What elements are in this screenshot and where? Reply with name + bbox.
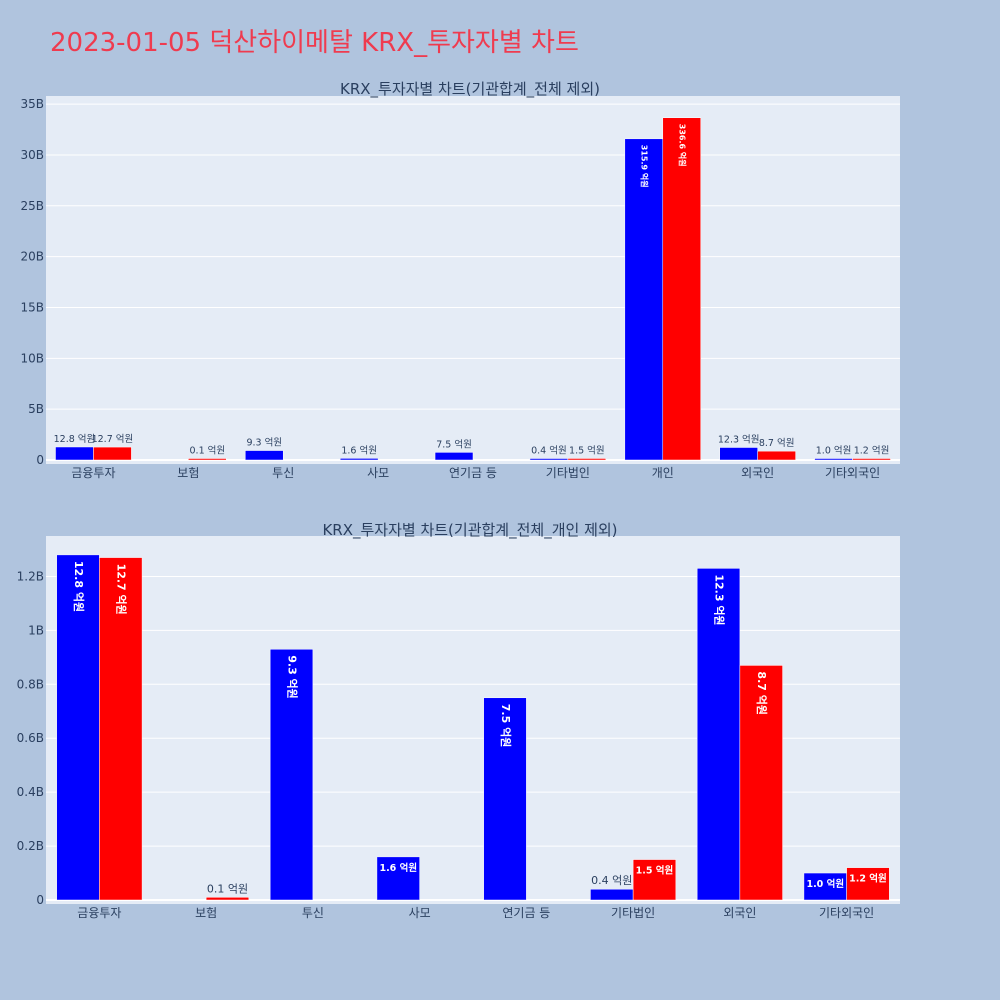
bar-series_a bbox=[803, 872, 847, 901]
x-tick-label: 보험 bbox=[195, 906, 217, 920]
bar-series_b bbox=[632, 859, 677, 901]
x-tick-label: 외국인 bbox=[741, 466, 774, 480]
data-label: 12.3 억원 bbox=[713, 574, 727, 625]
data-label: 1.5 억원 bbox=[636, 865, 674, 877]
y-tick-label: 1B bbox=[28, 623, 44, 637]
x-tick-label: 기타법인 bbox=[611, 906, 655, 920]
x-tick-label: 사모 bbox=[367, 466, 389, 480]
data-label: 1.6 억원 bbox=[379, 862, 417, 874]
x-tick-label: 외국인 bbox=[723, 906, 756, 920]
chart-1: 0 5B 10B 15B 20B 25B 30B 35B KRX_투자자별 차트(기관합계_전체… bbox=[20, 80, 900, 480]
bar-series_a bbox=[56, 554, 100, 901]
bar-series_a bbox=[245, 450, 284, 461]
data-label: 315.9 억원 bbox=[639, 145, 649, 188]
bar-series_b bbox=[188, 458, 227, 461]
y-tick-label: 35B bbox=[20, 97, 44, 111]
bar-series_b bbox=[662, 117, 701, 461]
chart-title: KRX_투자자별 차트(기관합계_전체 제외) bbox=[340, 80, 600, 99]
data-label: 1.5 억원 bbox=[569, 444, 605, 456]
data-label: 7.5 억원 bbox=[436, 438, 472, 450]
bar-series_a bbox=[696, 568, 741, 901]
data-label: 12.8 억원 bbox=[54, 433, 96, 445]
y-tick-label: 15B bbox=[20, 300, 44, 314]
y-tick-label: 30B bbox=[20, 148, 44, 162]
bar-series_a bbox=[55, 446, 94, 461]
data-label: 1.2 억원 bbox=[854, 445, 890, 457]
bar-series_b bbox=[567, 458, 607, 461]
data-label: 9.3 억원 bbox=[246, 437, 282, 449]
y-tick-label: 0.8B bbox=[17, 677, 44, 691]
x-tick-label: 개인 bbox=[652, 466, 674, 480]
bar-series_a bbox=[376, 856, 420, 901]
y-tick-label: 25B bbox=[20, 199, 44, 213]
bar-series_a bbox=[434, 452, 474, 461]
x-tick-label: 금융투자 bbox=[77, 906, 121, 920]
data-label: 0.1 억원 bbox=[190, 445, 226, 457]
bar-series_a bbox=[339, 458, 379, 461]
data-label: 1.0 억원 bbox=[816, 445, 852, 457]
y-tick-label: 0 bbox=[36, 453, 44, 467]
data-label: 8.7 억원 bbox=[759, 437, 795, 449]
x-tick-label: 금융투자 bbox=[71, 466, 115, 480]
data-label: 12.8 억원 bbox=[72, 561, 86, 612]
x-tick-label: 기타외국인 bbox=[825, 466, 880, 480]
bar-series_a bbox=[590, 888, 634, 901]
data-label: 1.2 억원 bbox=[849, 873, 887, 885]
data-label: 12.7 억원 bbox=[115, 564, 129, 615]
chart-2: 0 0.2B 0.4B 0.6B 0.8B 1B 1.2B KRX_투자자별 차트(기관합계_… bbox=[17, 521, 900, 920]
data-label: 7.5 억원 bbox=[499, 704, 513, 748]
data-label: 12.7 억원 bbox=[92, 433, 134, 445]
y-tick-label: 0.4B bbox=[17, 785, 44, 799]
bar-series_a bbox=[483, 697, 527, 901]
x-tick-label: 연기금 등 bbox=[502, 906, 550, 920]
page-title: 2023-01-05 덕산하이메탈 KRX_투자자별 차트 bbox=[50, 28, 579, 58]
data-label: 0.4 억원 bbox=[531, 445, 567, 457]
y-tick-label: 0.6B bbox=[17, 731, 44, 745]
chart-title: KRX_투자자별 차트(기관합계_전체_개인 제외) bbox=[322, 521, 617, 540]
data-label: 1.0 억원 bbox=[806, 878, 844, 890]
y-tick-label: 1.2B bbox=[17, 569, 44, 583]
bar-series_a bbox=[814, 458, 853, 461]
data-label: 1.6 억원 bbox=[341, 444, 377, 456]
y-tick-label: 10B bbox=[20, 351, 44, 365]
x-tick-label: 투신 bbox=[302, 906, 324, 920]
x-tick-label: 사모 bbox=[409, 906, 431, 920]
data-label: 336.6 억원 bbox=[677, 124, 687, 167]
data-label: 9.3 억원 bbox=[286, 655, 300, 699]
data-label: 0.1 억원 bbox=[207, 882, 248, 895]
y-tick-label: 0.2B bbox=[17, 839, 44, 853]
bar-series_b bbox=[846, 867, 890, 901]
x-tick-label: 투신 bbox=[272, 466, 294, 480]
bar-series_b bbox=[852, 458, 891, 461]
bar-series_b bbox=[757, 450, 796, 461]
plot-area bbox=[46, 96, 900, 464]
bar-series_b bbox=[739, 665, 783, 901]
x-tick-label: 기타법인 bbox=[546, 466, 590, 480]
data-label: 0.4 억원 bbox=[591, 874, 632, 887]
bar-series_b bbox=[205, 897, 250, 901]
data-label: 12.3 억원 bbox=[718, 433, 760, 445]
y-tick-label: 0 bbox=[36, 893, 44, 907]
data-label: 8.7 억원 bbox=[755, 671, 769, 715]
x-tick-label: 보험 bbox=[177, 466, 199, 480]
bar-series_b bbox=[99, 557, 143, 901]
bar-series_a bbox=[269, 648, 314, 901]
bar-series_b bbox=[93, 446, 132, 461]
y-tick-label: 5B bbox=[28, 402, 44, 416]
bar-series_a bbox=[719, 447, 758, 461]
y-tick-label: 20B bbox=[20, 250, 44, 264]
bar-series_a bbox=[529, 458, 569, 461]
x-tick-label: 연기금 등 bbox=[449, 466, 497, 480]
x-tick-label: 기타외국인 bbox=[819, 906, 874, 920]
